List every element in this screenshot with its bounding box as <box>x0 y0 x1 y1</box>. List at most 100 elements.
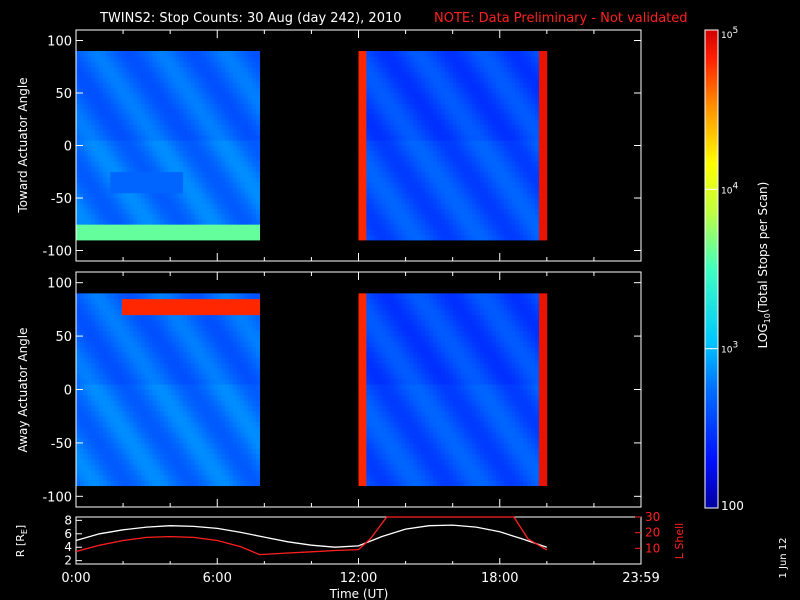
toward-cell <box>141 140 146 146</box>
toward-cell <box>179 192 184 199</box>
away-cell <box>129 362 134 369</box>
away-cell <box>102 357 108 364</box>
toward-cell <box>95 93 100 99</box>
toward-cell <box>484 98 489 104</box>
toward-cell <box>542 187 548 194</box>
toward-cell <box>515 166 520 173</box>
toward-cell <box>76 203 81 209</box>
toward-cell <box>160 234 165 241</box>
toward-cell <box>144 77 150 83</box>
toward-cell <box>476 82 481 89</box>
away-cell <box>186 453 192 460</box>
away-cell <box>91 357 96 364</box>
toward-cell <box>366 150 371 157</box>
toward-cell <box>160 77 165 83</box>
away-cell <box>114 394 119 401</box>
away-cell <box>141 442 146 449</box>
away-cell <box>217 442 222 449</box>
toward-cell <box>110 82 115 89</box>
toward-cell <box>503 51 508 57</box>
toward-cell <box>515 224 520 230</box>
toward-cell <box>236 219 241 225</box>
toward-cell <box>515 98 520 104</box>
away-cell <box>160 448 165 454</box>
toward-cell <box>511 213 516 220</box>
away-cell <box>213 357 218 364</box>
toward-cell <box>468 129 473 136</box>
toward-cell <box>141 124 146 131</box>
away-cell <box>198 480 203 487</box>
away-cell <box>167 432 173 438</box>
away-cell <box>98 362 104 369</box>
toward-cell <box>125 166 130 173</box>
toward-cell <box>98 145 104 152</box>
away-cell <box>91 336 96 342</box>
away-cell <box>229 325 234 332</box>
toward-cell <box>444 145 450 152</box>
toward-cell <box>484 103 489 110</box>
toward-cell <box>480 229 485 236</box>
toward-cell <box>476 198 481 204</box>
toward-cell <box>409 103 414 110</box>
toward-cell <box>106 98 111 104</box>
toward-cell <box>444 114 450 120</box>
toward-cell <box>244 98 249 104</box>
away-cell <box>179 314 184 321</box>
toward-cell <box>413 161 418 167</box>
away-cell <box>102 448 108 454</box>
toward-cell <box>531 145 536 152</box>
toward-cell <box>106 219 111 225</box>
away-cell <box>221 362 226 369</box>
toward-cell <box>114 156 119 162</box>
toward-cell <box>503 93 508 99</box>
toward-cell <box>495 208 501 215</box>
away-cell <box>137 448 142 454</box>
toward-cell <box>378 114 383 120</box>
toward-cell <box>163 192 169 199</box>
toward-cell <box>76 87 81 94</box>
toward-cell <box>358 150 363 157</box>
toward-cell <box>156 229 161 236</box>
toward-cell <box>186 98 192 104</box>
toward-cell <box>171 119 176 125</box>
away-cell <box>213 341 218 348</box>
toward-cell <box>444 234 450 241</box>
toward-cell <box>152 203 157 209</box>
toward-cell <box>102 98 108 104</box>
toward-cell <box>542 108 548 115</box>
toward-cell <box>175 72 180 78</box>
toward-cell <box>118 77 123 83</box>
away-cell <box>91 352 96 358</box>
toward-cell <box>358 61 363 68</box>
toward-cell <box>98 61 104 68</box>
toward-cell <box>382 171 387 178</box>
away-cell <box>213 389 218 396</box>
away-cell <box>194 346 199 353</box>
toward-cell <box>464 166 469 173</box>
toward-cell <box>476 213 481 220</box>
toward-cell <box>472 213 477 220</box>
away-cell <box>91 394 96 401</box>
toward-cell <box>480 87 485 94</box>
toward-cell <box>382 213 387 220</box>
away-cell <box>152 357 157 364</box>
toward-cell <box>397 140 403 146</box>
away-cell <box>148 325 153 332</box>
toward-cell <box>507 198 512 204</box>
toward-cell <box>232 135 238 141</box>
toward-cell <box>217 177 222 183</box>
away-cell <box>137 389 142 396</box>
toward-cell <box>413 72 418 78</box>
toward-cell <box>91 161 96 167</box>
toward-cell <box>102 66 108 73</box>
toward-cell <box>114 93 119 99</box>
toward-cell <box>370 72 375 78</box>
toward-cell <box>484 66 489 73</box>
toward-cell <box>448 51 454 57</box>
away-cell <box>148 373 153 380</box>
toward-cell <box>133 51 138 57</box>
toward-cell <box>240 171 245 178</box>
toward-cell <box>110 77 115 83</box>
toward-cell <box>244 61 249 68</box>
toward-cell <box>160 98 165 104</box>
